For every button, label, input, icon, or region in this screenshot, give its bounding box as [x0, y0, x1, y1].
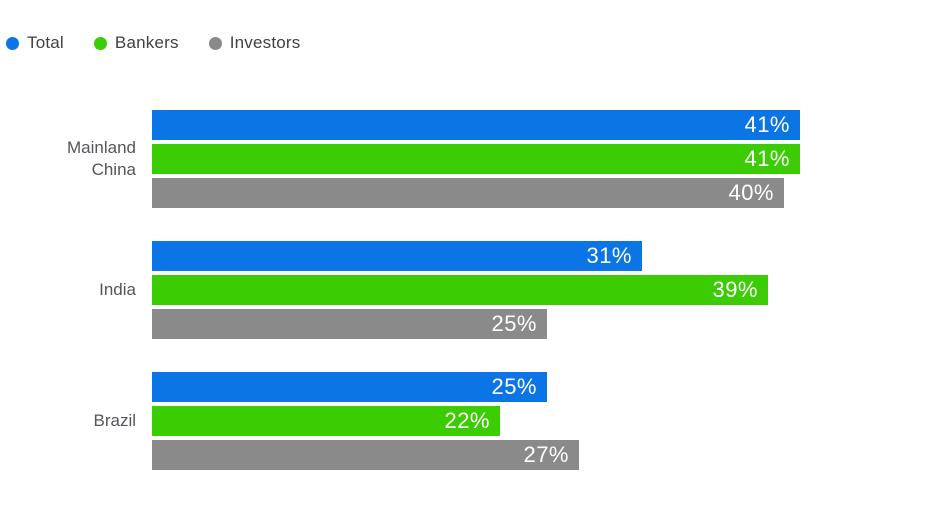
bar-value-label: 39% [712, 277, 758, 302]
category-label: Mainland China [67, 137, 136, 179]
legend-label: Total [27, 33, 64, 52]
bar-value-label: 27% [523, 442, 569, 467]
bar-value-label: 25% [491, 311, 537, 336]
bar-investors: 25% [152, 309, 547, 339]
legend-item-investors: Investors [208, 33, 301, 53]
bar-total: 41% [152, 110, 800, 140]
legend-label: Bankers [114, 33, 179, 52]
legend: Total Bankers Investors [6, 33, 300, 53]
chart-area: Mainland China 41% 41% 40% India 31% 39% 25% Bra… [0, 110, 945, 470]
legend-dot-icon [208, 36, 222, 50]
legend-item-total: Total [6, 33, 64, 53]
bar-stack: 41% 41% 40% [152, 110, 945, 208]
legend-dot-icon [93, 36, 107, 50]
bar-stack: 31% 39% 25% [152, 241, 945, 339]
category-label: India [99, 279, 136, 299]
bar-total: 25% [152, 372, 547, 402]
chart-group-brazil: Brazil 25% 22% 27% [0, 372, 945, 470]
legend-dot-icon [6, 36, 19, 50]
bar-value-label: 31% [586, 243, 632, 268]
bar-investors: 40% [152, 178, 784, 208]
bar-bankers: 22% [152, 406, 500, 436]
bar-bankers: 39% [152, 275, 768, 305]
bar-value-label: 40% [728, 180, 774, 205]
chart-group-mainland-china: Mainland China 41% 41% 40% [0, 110, 945, 208]
bar-value-label: 41% [744, 112, 790, 137]
category-label: Brazil [93, 410, 136, 430]
legend-label: Investors [229, 33, 301, 52]
chart-group-india: India 31% 39% 25% [0, 241, 945, 339]
bar-total: 31% [152, 241, 642, 271]
bar-value-label: 25% [491, 374, 537, 399]
bar-bankers: 41% [152, 144, 800, 174]
bar-stack: 25% 22% 27% [152, 372, 945, 470]
bar-value-label: 41% [744, 146, 790, 171]
bar-investors: 27% [152, 440, 579, 470]
bar-value-label: 22% [444, 408, 490, 433]
legend-item-bankers: Bankers [93, 33, 179, 53]
